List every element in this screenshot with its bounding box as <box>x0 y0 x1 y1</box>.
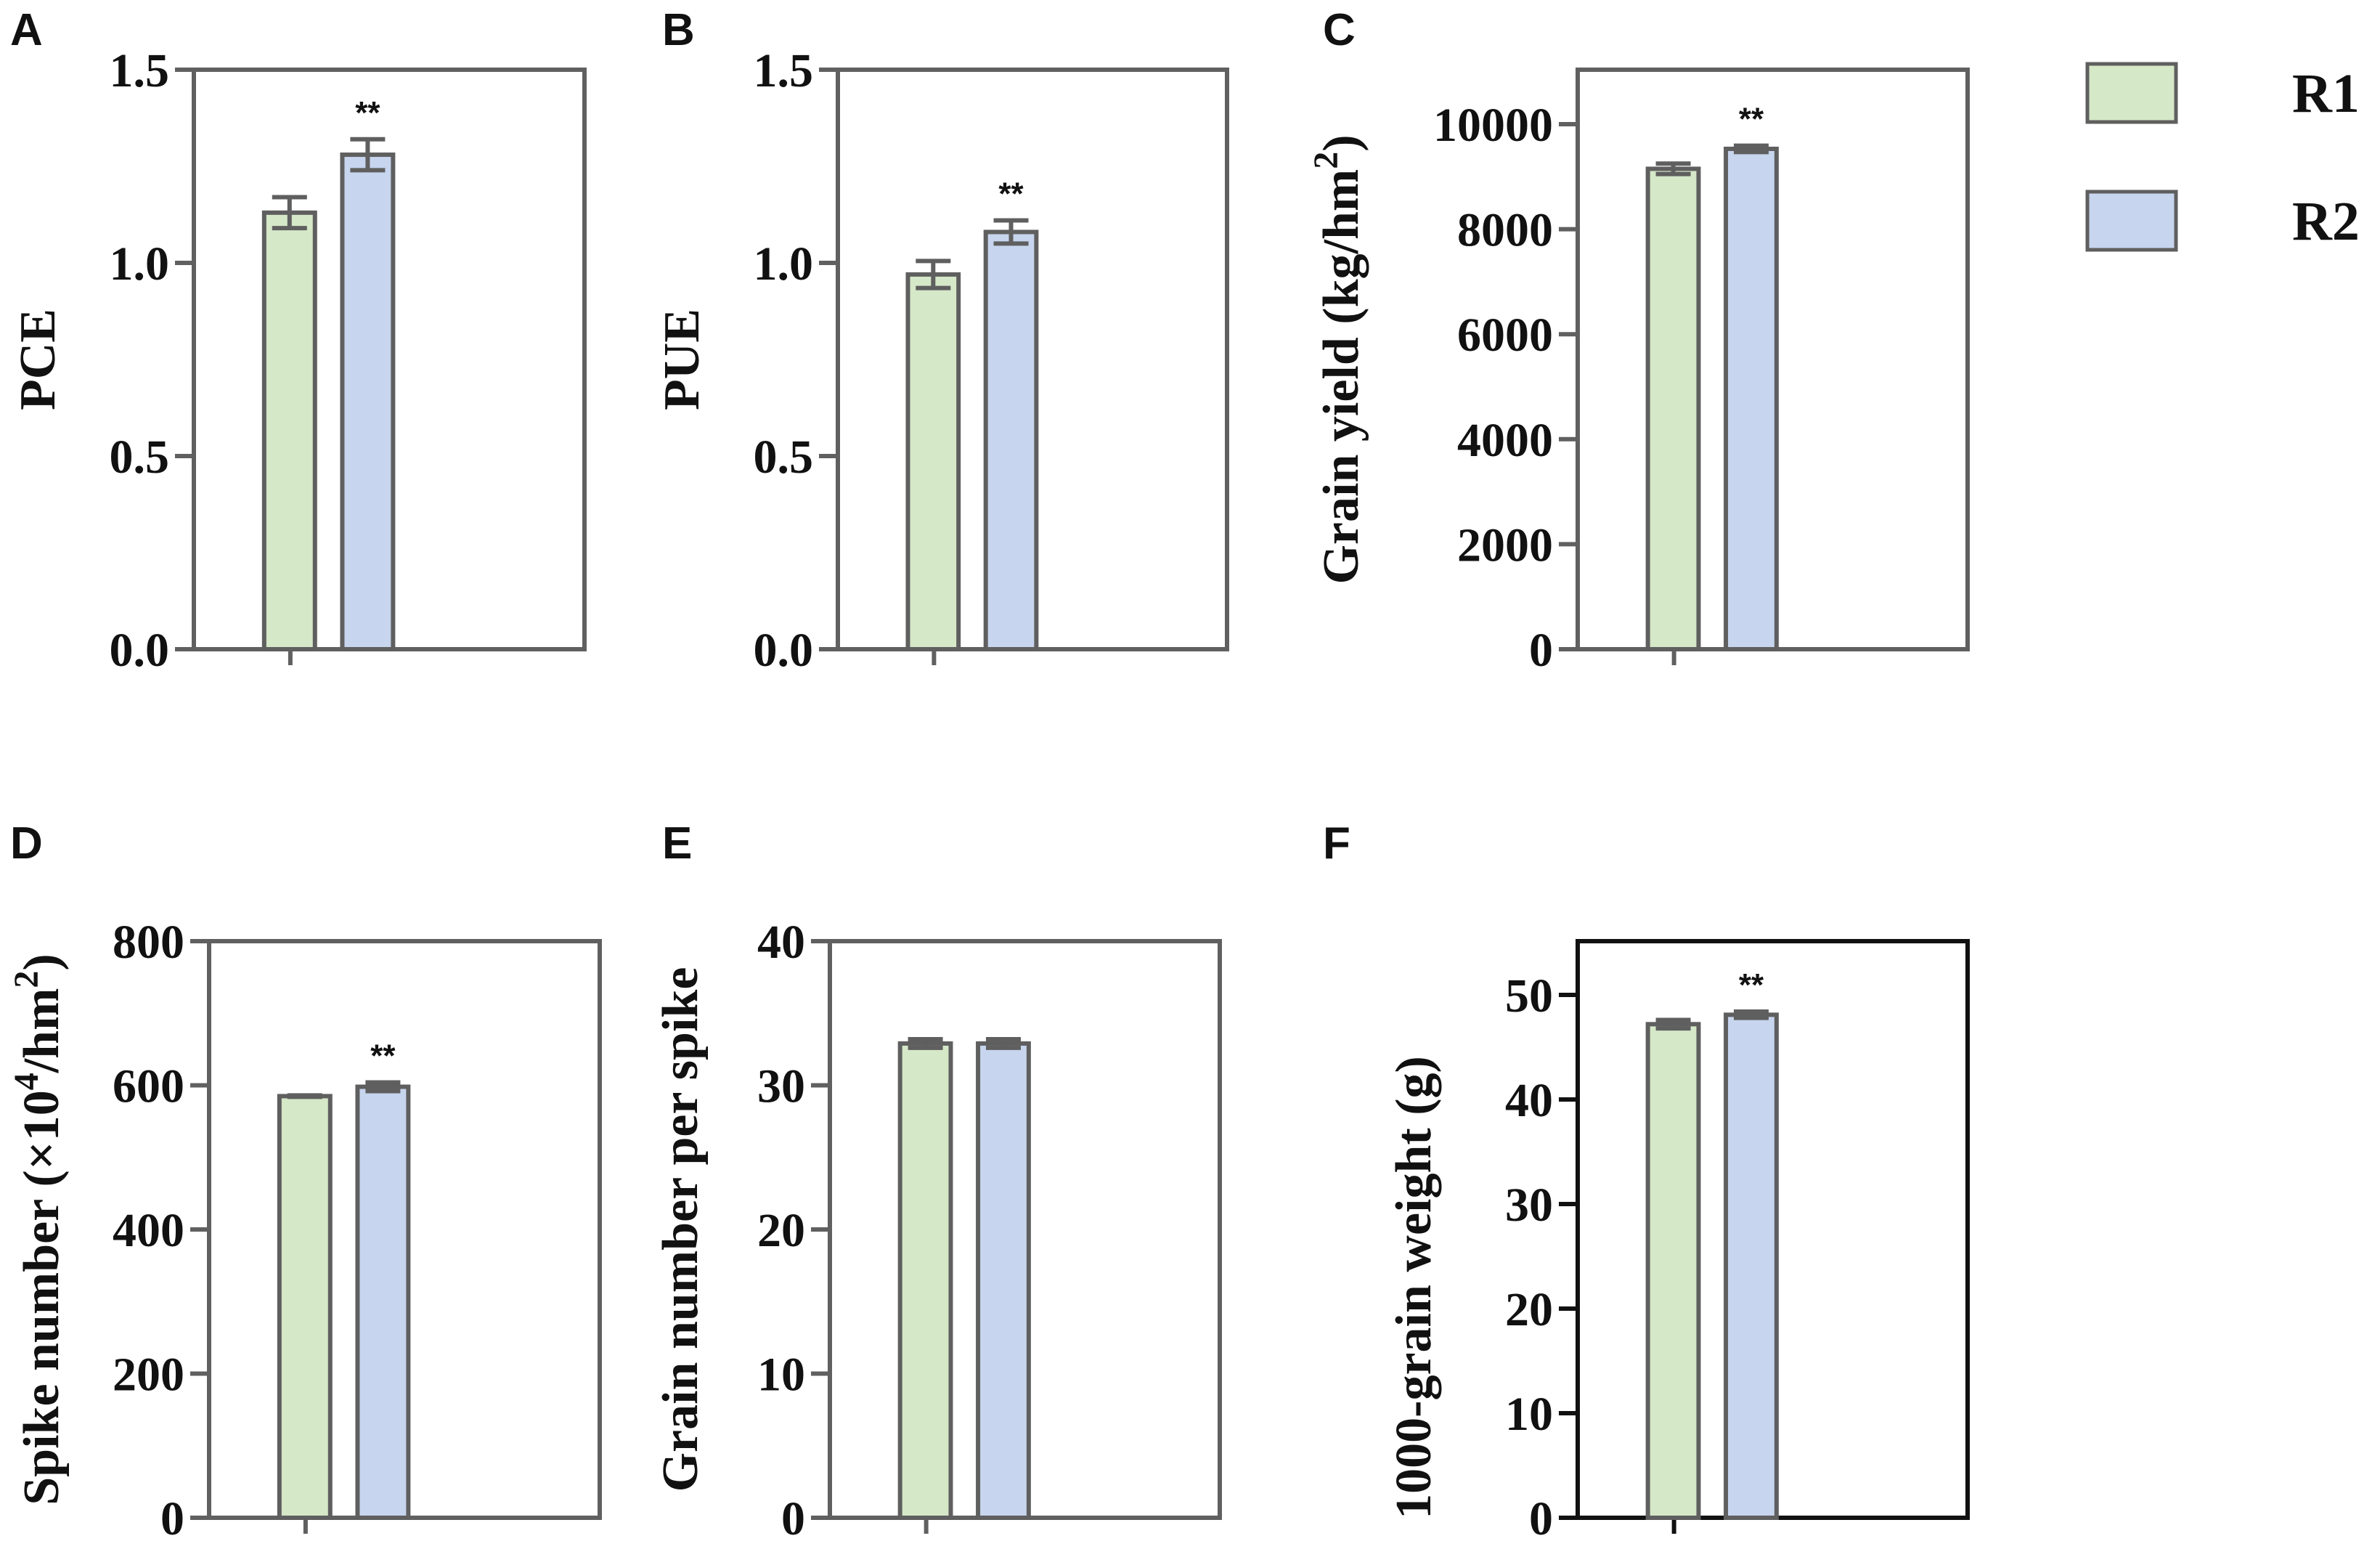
y-tick-label: 40 <box>1505 1074 1553 1127</box>
error-bar-r1 <box>916 259 951 290</box>
y-tick-label: 10 <box>757 1349 805 1402</box>
y-tick-label: 40 <box>757 916 805 969</box>
error-bar-r2 <box>365 1080 401 1094</box>
y-axis-title: 1000-grain weight (g) <box>1386 1056 1442 1519</box>
y-tick-label: 0 <box>1529 1492 1553 1545</box>
legend-swatch-r1 <box>2085 62 2178 124</box>
significance-marker: ** <box>355 95 380 131</box>
panel-letter-c: C <box>1323 5 1356 55</box>
panel-letter-e: E <box>662 818 692 869</box>
y-tick-label: 0 <box>781 1492 805 1545</box>
y-tick-label: 0 <box>160 1492 184 1545</box>
error-bar-r2 <box>350 137 386 173</box>
y-tick-label: 30 <box>1505 1179 1553 1232</box>
bar-r2 <box>355 1084 411 1520</box>
y-tick-label: 0.0 <box>110 624 170 677</box>
error-bar-r1 <box>908 1036 943 1050</box>
y-tick-label: 400 <box>113 1204 184 1257</box>
legend-item-r2: R2 <box>2085 190 2360 252</box>
bar-r2 <box>983 229 1039 651</box>
y-tick-label: 10 <box>1505 1388 1553 1441</box>
y-tick-label: 6000 <box>1457 309 1553 362</box>
y-tick-label: 1.5 <box>110 44 170 97</box>
y-axis-title: Grain yield (kg/hm2) <box>1307 134 1369 584</box>
significance-marker: ** <box>1739 967 1764 1003</box>
chart-panel-c: C 0 2000 4000 6000 8000 10000 Grain yield (kg/h… <box>1307 5 1970 677</box>
significance-marker: ** <box>998 176 1024 211</box>
y-tick-label: 0.5 <box>754 431 814 484</box>
bar-r1 <box>277 1094 333 1520</box>
significance-marker: ** <box>370 1038 396 1074</box>
y-tick-label: 8000 <box>1457 204 1553 257</box>
y-tick-label: 1.0 <box>754 237 814 290</box>
y-tick-label: 0.0 <box>754 624 814 677</box>
chart-panel-d: D 0 200 400 600 800 Spike number (×104/hm2) ** <box>7 818 602 1545</box>
bar-r1 <box>261 210 317 651</box>
y-tick-label: 1.5 <box>754 44 814 97</box>
panel-letter-a: A <box>10 5 43 55</box>
bar-r1 <box>905 272 961 651</box>
bar-r1 <box>1645 1022 1701 1520</box>
y-axis-title: PUE <box>654 309 710 410</box>
error-bar-r2 <box>993 218 1029 246</box>
panel-letter-d: D <box>10 818 43 869</box>
error-bar-r2 <box>985 1036 1021 1050</box>
y-tick-label: 10000 <box>1433 99 1553 152</box>
panel-letter-b: B <box>662 5 695 55</box>
bar-r2 <box>1724 1012 1779 1520</box>
y-tick-label: 600 <box>113 1060 184 1113</box>
chart-panel-f: F 0 10 20 30 40 50 1000-grain weight (g) ** <box>1323 818 1970 1545</box>
y-axis-title: Spike number (×104/hm2) <box>7 954 70 1505</box>
error-bar-r1 <box>287 1093 322 1099</box>
error-bar-r2 <box>1733 1009 1769 1020</box>
y-tick-label: 0 <box>1529 624 1553 677</box>
bar-r2 <box>1724 146 1779 651</box>
y-tick-label: 20 <box>1505 1283 1553 1336</box>
error-bar-r1 <box>1655 161 1691 176</box>
y-tick-label: 200 <box>113 1349 184 1402</box>
chart-panel-e: E 0 10 20 30 40 Grain number per spike <box>653 818 1222 1545</box>
legend-item-r1: R1 <box>2085 62 2360 124</box>
error-bar-r1 <box>272 195 307 231</box>
y-axis-title: PCE <box>10 309 66 410</box>
y-tick-label: 50 <box>1505 969 1553 1022</box>
legend-label-r1: R1 <box>2292 63 2360 124</box>
legend-swatch-r2 <box>2085 190 2178 252</box>
chart-panel-a: A 0.0 0.5 1.0 1.5 PCE ** <box>10 5 587 677</box>
y-axis-title: Grain number per spike <box>653 967 709 1492</box>
y-tick-label: 2000 <box>1457 519 1553 572</box>
panel-letter-f: F <box>1323 818 1350 869</box>
y-tick-label: 800 <box>113 916 184 969</box>
bar-r2 <box>340 153 396 652</box>
legend: R1 R2 <box>2085 62 2360 252</box>
y-tick-label: 30 <box>757 1060 805 1113</box>
chart-panel-b: B 0.0 0.5 1.0 1.5 PUE ** <box>654 5 1229 677</box>
error-bar-r2 <box>1733 143 1769 155</box>
y-tick-label: 1.0 <box>110 237 170 290</box>
panels-group: A 0.0 0.5 1.0 1.5 PCE ** B 0.0 0.5 1.0 1.5 PUE ** C 0 20… <box>7 5 1970 1545</box>
y-tick-label: 0.5 <box>110 431 170 484</box>
bar-r1 <box>897 1041 953 1521</box>
legend-label-r2: R2 <box>2292 191 2360 252</box>
significance-marker: ** <box>1739 102 1764 137</box>
y-tick-label: 4000 <box>1457 414 1553 467</box>
bar-r1 <box>1645 166 1701 651</box>
bar-r2 <box>976 1041 1031 1521</box>
error-bar-r1 <box>1655 1017 1691 1031</box>
y-tick-label: 20 <box>757 1204 805 1257</box>
